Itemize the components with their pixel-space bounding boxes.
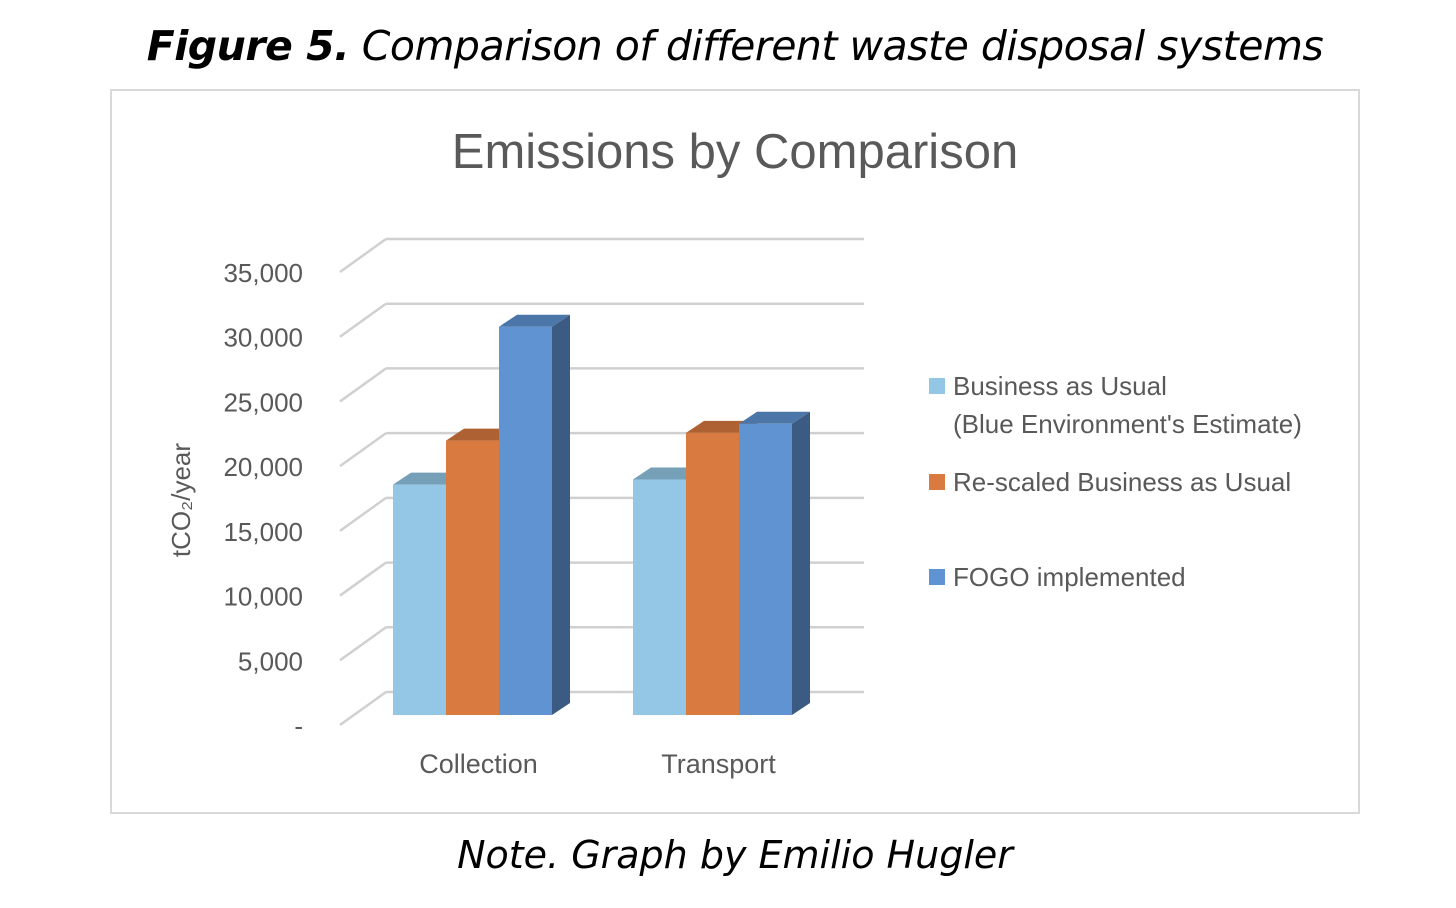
- legend-swatch: [929, 378, 945, 394]
- bar: [446, 440, 499, 715]
- y-tick-label: 20,000: [223, 452, 303, 482]
- legend-swatch: [929, 474, 945, 490]
- legend-label: FOGO implemented: [953, 562, 1186, 592]
- bar-side: [792, 411, 810, 715]
- y-tick-label: 15,000: [223, 517, 303, 547]
- y-tick-label: 10,000: [223, 582, 303, 612]
- y-tick-label: 25,000: [223, 387, 303, 417]
- gridline-side: [339, 690, 387, 727]
- figure-note: Note. Graph by Emilio Hugler: [457, 833, 1013, 877]
- figure-caption-text: Comparison of different waste disposal s…: [361, 22, 1324, 70]
- legend-label: Business as Usual: [953, 371, 1167, 401]
- x-tick-label: Collection: [419, 749, 538, 779]
- gridline-side: [339, 432, 387, 468]
- y-axis-label: tCO₂/year: [166, 443, 196, 557]
- x-tick-label: Transport: [661, 749, 776, 779]
- y-tick-label: -: [294, 711, 303, 741]
- bar: [686, 432, 739, 715]
- gridline-side: [339, 237, 387, 274]
- y-tick-label: 35,000: [223, 258, 303, 288]
- bar: [499, 326, 552, 715]
- bar-side: [552, 314, 570, 715]
- legend-label: (Blue Environment's Estimate): [953, 409, 1302, 439]
- gridline-side: [339, 561, 387, 597]
- bar: [393, 484, 446, 715]
- bar-top: [739, 411, 810, 424]
- bar-top: [499, 314, 570, 327]
- figure-caption: Figure 5. Comparison of different waste …: [0, 22, 1456, 70]
- bar: [739, 423, 792, 715]
- y-tick-label: 30,000: [223, 323, 303, 353]
- legend-label: Re-scaled Business as Usual: [953, 467, 1291, 497]
- gridline-side: [339, 496, 387, 532]
- chart-title: Emissions by Comparison: [452, 125, 1018, 179]
- gridline-side: [339, 367, 387, 403]
- y-tick-label: 5,000: [238, 646, 303, 676]
- legend-swatch: [929, 569, 945, 585]
- figure-label: Figure 5.: [146, 22, 350, 70]
- gridline-side: [339, 626, 387, 662]
- bar: [633, 479, 686, 715]
- gridline-side: [339, 302, 387, 338]
